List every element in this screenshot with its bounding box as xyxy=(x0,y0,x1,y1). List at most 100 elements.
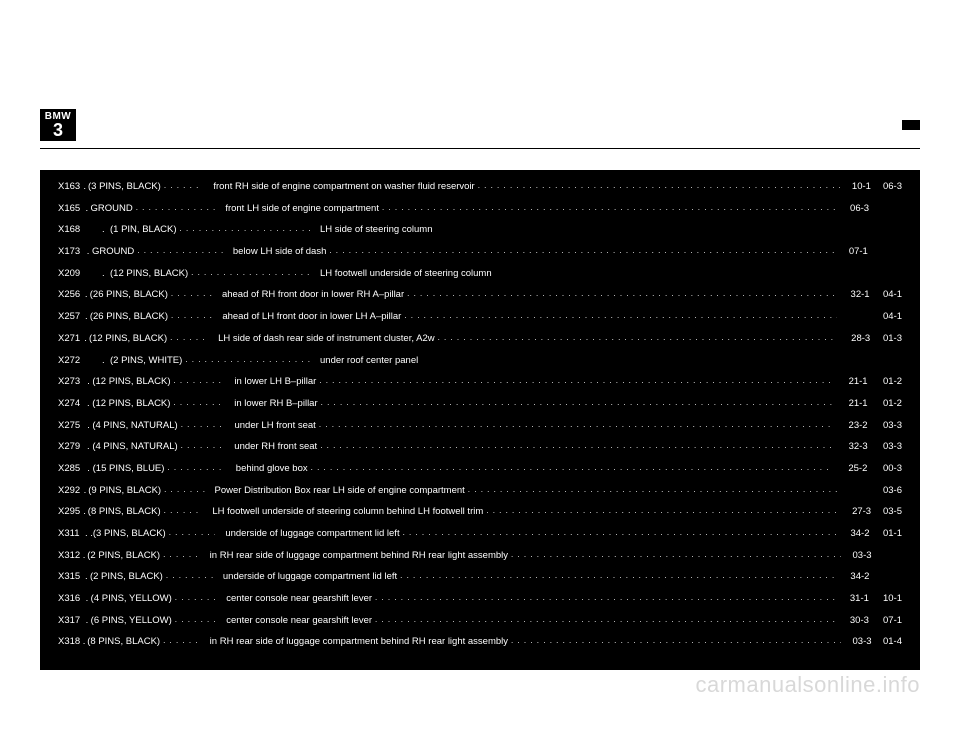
connector-desc: (1 PIN, BLACK) xyxy=(110,225,177,235)
desc-cell: (26 PINS, BLACK). . . . . . . . . . . . … xyxy=(90,290,212,300)
table-row: X256.(26 PINS, BLACK). . . . . . . . . .… xyxy=(58,290,902,300)
ref-2: 10-1 xyxy=(869,594,902,604)
badge-series: 3 xyxy=(40,122,76,138)
connector-desc: (2 PINS, WHITE) xyxy=(110,356,182,366)
ref-2: 01-3 xyxy=(870,334,902,344)
connector-desc: (8 PINS, BLACK) xyxy=(87,637,160,647)
watermark-text: carmanualsonline.info xyxy=(695,672,920,698)
ref-2: 04-1 xyxy=(870,290,902,300)
leader-dots: . . . . . . . . . . . . . . . . . . . . … xyxy=(160,637,200,645)
connector-id: X272 xyxy=(58,356,102,366)
ref-1: 34-2 xyxy=(837,529,869,539)
table-row: X292.(9 PINS, BLACK). . . . . . . . . . … xyxy=(58,486,902,496)
connector-id: X285 xyxy=(58,464,87,474)
connector-location: under roof center panel xyxy=(320,356,418,366)
desc-cell: GROUND. . . . . . . . . . . . . . . . . … xyxy=(92,247,223,257)
desc-cell: (8 PINS, BLACK). . . . . . . . . . . . .… xyxy=(87,637,199,647)
desc-cell: (26 PINS, BLACK). . . . . . . . . . . . … xyxy=(90,312,212,322)
desc-cell: (4 PINS, NATURAL). . . . . . . . . . . .… xyxy=(92,421,224,431)
ref-2: 03-3 xyxy=(868,421,902,431)
location-cell: under roof center panel xyxy=(310,356,806,366)
desc-cell: (2 PINS, WHITE). . . . . . . . . . . . .… xyxy=(110,356,310,366)
location-cell: LH side of steering column xyxy=(310,225,806,235)
leader-dots: . . . . . . . . . . . . . . . . . . . . … xyxy=(379,204,836,212)
connector-location: in RH rear side of luggage compartment b… xyxy=(210,551,508,561)
leader-dots: . . . . . . . . . . . . . . . . . . . . … xyxy=(177,225,310,233)
leader-dots: . . . . . . . . . . . . . . . . . . . . … xyxy=(164,464,225,472)
ref-2: 03-3 xyxy=(868,442,902,452)
connector-id: X315 xyxy=(58,572,85,582)
ref-2: 04-1 xyxy=(870,312,903,322)
leader-dots: . . . . . . . . . . . . . . . . . . . . … xyxy=(372,616,836,624)
ref-1: 07-1 xyxy=(834,247,868,257)
leader-dots: . . . . . . . . . . . . . . . . . . . . … xyxy=(475,182,840,190)
connector-desc: (4 PINS, NATURAL) xyxy=(92,421,177,431)
location-cell: under RH front seat. . . . . . . . . . .… xyxy=(224,442,833,452)
leader-dots: . . . . . . . . . . . . . . . . . . . . … xyxy=(172,594,216,602)
page-root: BMW 3 X163.(3 PINS, BLACK). . . . . . . … xyxy=(0,0,960,742)
connector-desc: (12 PINS, BLACK) xyxy=(110,269,188,279)
connector-id: X279 xyxy=(58,442,87,452)
desc-cell: (3 PINS, BLACK). . . . . . . . . . . . .… xyxy=(88,182,203,192)
connector-desc: (2 PINS, BLACK) xyxy=(87,551,160,561)
connector-desc: (6 PINS, YELLOW) xyxy=(91,616,172,626)
connector-desc: (15 PINS, BLUE) xyxy=(93,464,165,474)
location-cell: in lower LH B–pillar. . . . . . . . . . … xyxy=(224,377,833,387)
leader-dots: . . . . . . . . . . . . . . . . . . . . … xyxy=(182,356,310,364)
leader-dots: . . . . . . . . . . . . . . . . . . . . … xyxy=(188,269,310,277)
ref-2: 00-3 xyxy=(867,464,902,474)
connector-location: under RH front seat xyxy=(234,442,317,452)
leader-dots: . . . . . . . . . . . . . . . . . . . . … xyxy=(163,572,213,580)
connector-location: center console near gearshift lever xyxy=(226,594,372,604)
ref-2: 01-2 xyxy=(868,399,902,409)
ref-1: 32-1 xyxy=(837,290,869,300)
connector-id: X257 xyxy=(58,312,85,322)
connector-id: X274 xyxy=(58,399,87,409)
table-row: X273.(12 PINS, BLACK). . . . . . . . . .… xyxy=(58,377,902,387)
leader-dots: . . . . . . . . . . . . . . . . . . . . … xyxy=(170,377,224,385)
ref-1: 31-1 xyxy=(836,594,869,604)
table-row: X163.(3 PINS, BLACK). . . . . . . . . . … xyxy=(58,182,902,192)
location-cell: front RH side of engine compartment on w… xyxy=(203,182,840,192)
leader-dots: . . . . . . . . . . . . . . . . . . . . … xyxy=(435,334,839,342)
ref-1: 06-3 xyxy=(836,204,869,214)
desc-cell: (2 PINS, BLACK). . . . . . . . . . . . .… xyxy=(90,572,213,582)
connector-desc: (3 PINS, BLACK) xyxy=(88,182,161,192)
leader-dots: . . . . . . . . . . . . . . . . . . . . … xyxy=(483,507,840,515)
connector-id: X168 xyxy=(58,225,102,235)
ref-1: 10-1 xyxy=(840,182,871,192)
table-row: X312.(2 PINS, BLACK). . . . . . . . . . … xyxy=(58,551,902,561)
ref-1: 28-3 xyxy=(838,334,870,344)
ref-1: 30-3 xyxy=(836,616,869,626)
location-cell: underside of luggage compartment lid lef… xyxy=(215,529,837,539)
leader-dots: . . . . . . . . . . . . . . . . . . . . … xyxy=(308,464,833,472)
leader-dots: . . . . . . . . . . . . . . . . . . . . … xyxy=(465,486,840,494)
table-row: X285.(15 PINS, BLUE). . . . . . . . . . … xyxy=(58,464,902,474)
desc-cell: (12 PINS, BLACK). . . . . . . . . . . . … xyxy=(89,334,208,344)
location-cell: underside of luggage compartment lid lef… xyxy=(213,572,837,582)
desc-cell: (12 PINS, BLACK). . . . . . . . . . . . … xyxy=(110,269,310,279)
ref-1: 21-1 xyxy=(833,377,867,387)
leader-dots: . . . . . . . . . . . . . . . . . . . . … xyxy=(400,529,837,537)
connector-id: X271 xyxy=(58,334,84,344)
desc-cell: (4 PINS, YELLOW). . . . . . . . . . . . … xyxy=(91,594,217,604)
ref-1: 03-3 xyxy=(841,637,871,647)
table-row: X274.(12 PINS, BLACK). . . . . . . . . .… xyxy=(58,399,902,409)
leader-dots: . . . . . . . . . . . . . . . . . . . . … xyxy=(318,399,834,407)
separator-dot: . . xyxy=(85,529,93,539)
connector-location: front LH side of engine compartment xyxy=(225,204,379,214)
location-cell: LH footwell underside of steering column xyxy=(310,269,806,279)
location-cell: center console near gearshift lever. . .… xyxy=(216,594,836,604)
bmw-badge: BMW 3 xyxy=(40,109,76,141)
table-row: X315.(2 PINS, BLACK). . . . . . . . . . … xyxy=(58,572,902,582)
leader-dots: . . . . . . . . . . . . . . . . . . . . … xyxy=(133,204,216,212)
top-rule xyxy=(40,148,920,149)
connector-desc: GROUND xyxy=(90,204,132,214)
desc-cell: (8 PINS, BLACK). . . . . . . . . . . . .… xyxy=(88,507,203,517)
connector-location: in RH rear side of luggage compartment b… xyxy=(210,637,508,647)
table-row: X257.(26 PINS, BLACK). . . . . . . . . .… xyxy=(58,312,902,322)
location-cell: front LH side of engine compartment. . .… xyxy=(215,204,836,214)
desc-cell: (9 PINS, BLACK). . . . . . . . . . . . .… xyxy=(88,486,204,496)
table-row: X173.GROUND. . . . . . . . . . . . . . .… xyxy=(58,247,902,257)
connector-desc: (26 PINS, BLACK) xyxy=(90,312,168,322)
